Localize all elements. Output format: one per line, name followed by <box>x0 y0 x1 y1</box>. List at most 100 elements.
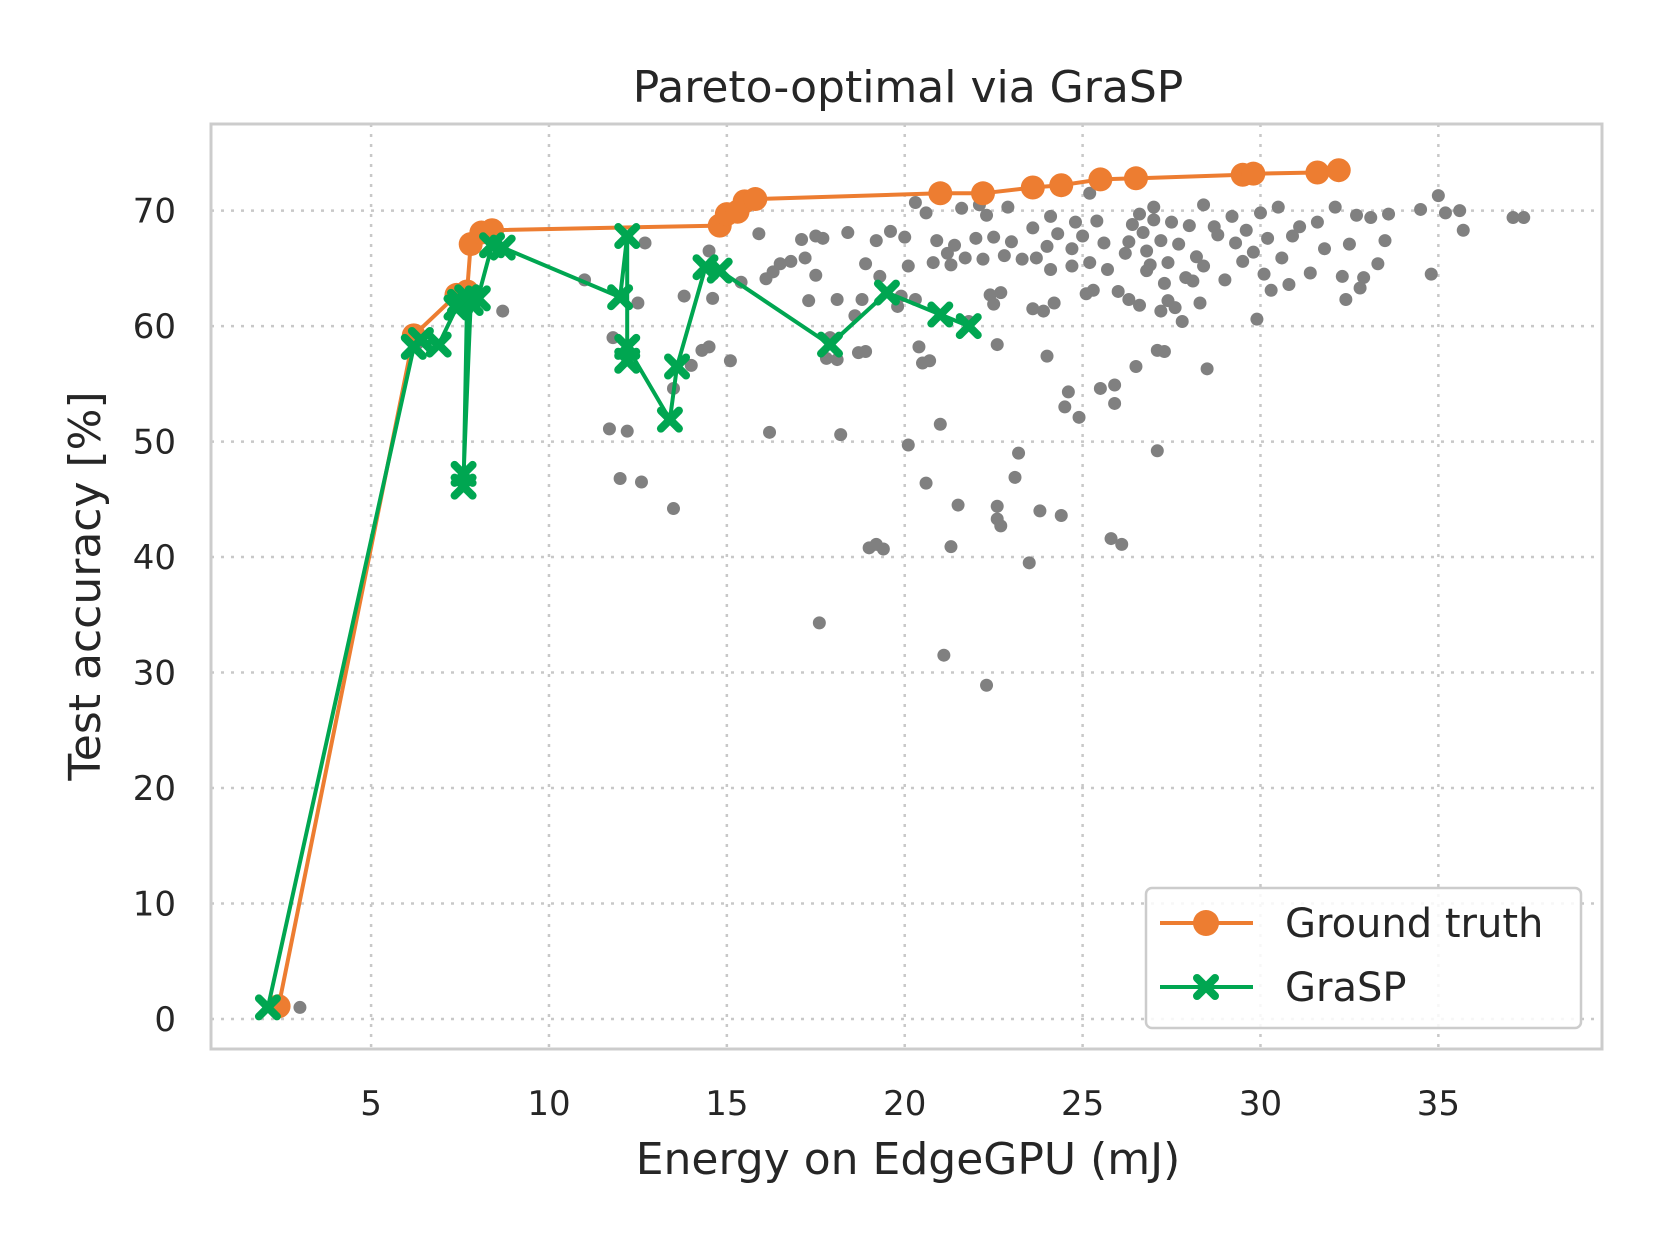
scatter-point <box>1246 245 1260 259</box>
scatter-point <box>1083 186 1097 200</box>
scatter-point <box>834 428 848 442</box>
scatter-point <box>1264 283 1278 297</box>
scatter-point <box>1275 251 1289 265</box>
scatter-point <box>1154 304 1168 318</box>
scatter-point <box>926 256 940 270</box>
scatter-point <box>1093 381 1107 395</box>
scatter-point <box>763 425 777 439</box>
x-marker <box>706 257 733 284</box>
scatter-point <box>1136 226 1150 240</box>
scatter-point <box>994 519 1008 533</box>
scatter-point <box>1086 283 1100 297</box>
scatter-point <box>1271 200 1285 214</box>
scatter-point <box>955 201 969 215</box>
scatter-point <box>937 648 951 662</box>
scatter-point <box>677 289 691 303</box>
scatter-point <box>773 257 787 271</box>
y-tick-label: 70 <box>133 192 176 232</box>
legend-label-grasp: GraSP <box>1285 965 1406 1011</box>
scatter-point <box>1353 281 1367 295</box>
scatter-point <box>1054 508 1068 522</box>
scatter-point <box>1040 349 1054 363</box>
scatter-point <box>987 230 1001 244</box>
scatter-point <box>1517 211 1531 225</box>
scatter-point <box>1239 223 1253 237</box>
scatter-point <box>969 231 983 245</box>
scatter-point <box>859 257 873 271</box>
ground-truth-point <box>928 181 953 206</box>
scatter-point <box>1236 254 1250 268</box>
scatter-point <box>1378 234 1392 248</box>
scatter-point <box>1076 229 1090 243</box>
scatter-point <box>1029 251 1043 265</box>
scatter-point <box>1257 267 1271 281</box>
scatter-point <box>1044 263 1058 277</box>
scatter-point <box>1125 217 1139 231</box>
scatter-point <box>883 224 897 238</box>
scatter-point <box>1182 219 1196 233</box>
scatter-point <box>1015 252 1029 266</box>
scatter-point <box>901 438 915 452</box>
scatter-point <box>912 340 926 354</box>
scatter-point <box>1350 208 1364 222</box>
scatter-point <box>1097 236 1111 250</box>
scatter-point <box>1424 267 1438 281</box>
scatter-point <box>855 293 869 307</box>
scatter-point <box>1101 263 1115 277</box>
scatter-point <box>1157 276 1171 290</box>
scatter-point <box>795 232 809 246</box>
scatter-point <box>1186 274 1200 288</box>
scatter-point <box>613 472 627 486</box>
scatter-point <box>1143 258 1157 272</box>
y-axis-ticks: 0 10 20 30 40 50 60 70 <box>133 192 176 1040</box>
scatter-point <box>1044 209 1058 223</box>
scatter-point <box>1253 206 1267 220</box>
x-tick-label: 15 <box>705 1084 748 1124</box>
scatter-point <box>1456 223 1470 237</box>
scatter-point <box>869 234 883 248</box>
scatter-point <box>1506 211 1520 225</box>
scatter-point <box>1250 312 1264 326</box>
legend-marker-grasp <box>1193 974 1219 1000</box>
chart-title: Pareto-optimal via GraSP <box>633 62 1184 113</box>
scatter-point <box>898 230 912 244</box>
y-tick-label: 10 <box>133 884 176 924</box>
scatter-point <box>951 498 965 512</box>
x-marker <box>664 353 691 380</box>
x-marker <box>607 284 634 311</box>
scatter-point <box>987 297 1001 311</box>
ground-truth-point <box>743 187 768 212</box>
legend-label-ground-truth: Ground truth <box>1285 901 1543 947</box>
scatter-point <box>876 542 890 556</box>
x-marker <box>927 301 954 328</box>
scatter-point <box>997 249 1011 263</box>
x-marker <box>817 331 844 358</box>
scatter-point <box>1161 256 1175 270</box>
scatter-point <box>1453 204 1467 218</box>
scatter-point <box>1115 537 1129 551</box>
scatter-point <box>1122 293 1136 307</box>
ground-truth-point <box>1241 161 1266 186</box>
x-marker <box>1193 974 1219 1000</box>
x-marker <box>873 279 900 306</box>
scatter-point <box>1122 235 1136 249</box>
scatter-point <box>1129 360 1143 374</box>
scatter-point <box>944 540 958 554</box>
x-marker <box>614 333 641 360</box>
scatter-point <box>1154 234 1168 248</box>
x-marker <box>656 406 683 433</box>
scatter-point <box>1211 228 1225 242</box>
x-tick-label: 20 <box>883 1084 926 1124</box>
legend-marker-ground-truth <box>1193 910 1219 936</box>
scatter-point <box>1218 273 1232 287</box>
scatter-point <box>930 234 944 248</box>
scatter-point <box>602 422 616 436</box>
plot-frame <box>209 122 1604 1051</box>
legend: Ground truth GraSP <box>1144 886 1583 1030</box>
scatter-point <box>1051 227 1065 241</box>
scatter-point <box>293 1000 307 1014</box>
ground-truth-point <box>1020 175 1045 200</box>
scatter-point <box>1090 214 1104 228</box>
scatter-point <box>1318 242 1332 256</box>
